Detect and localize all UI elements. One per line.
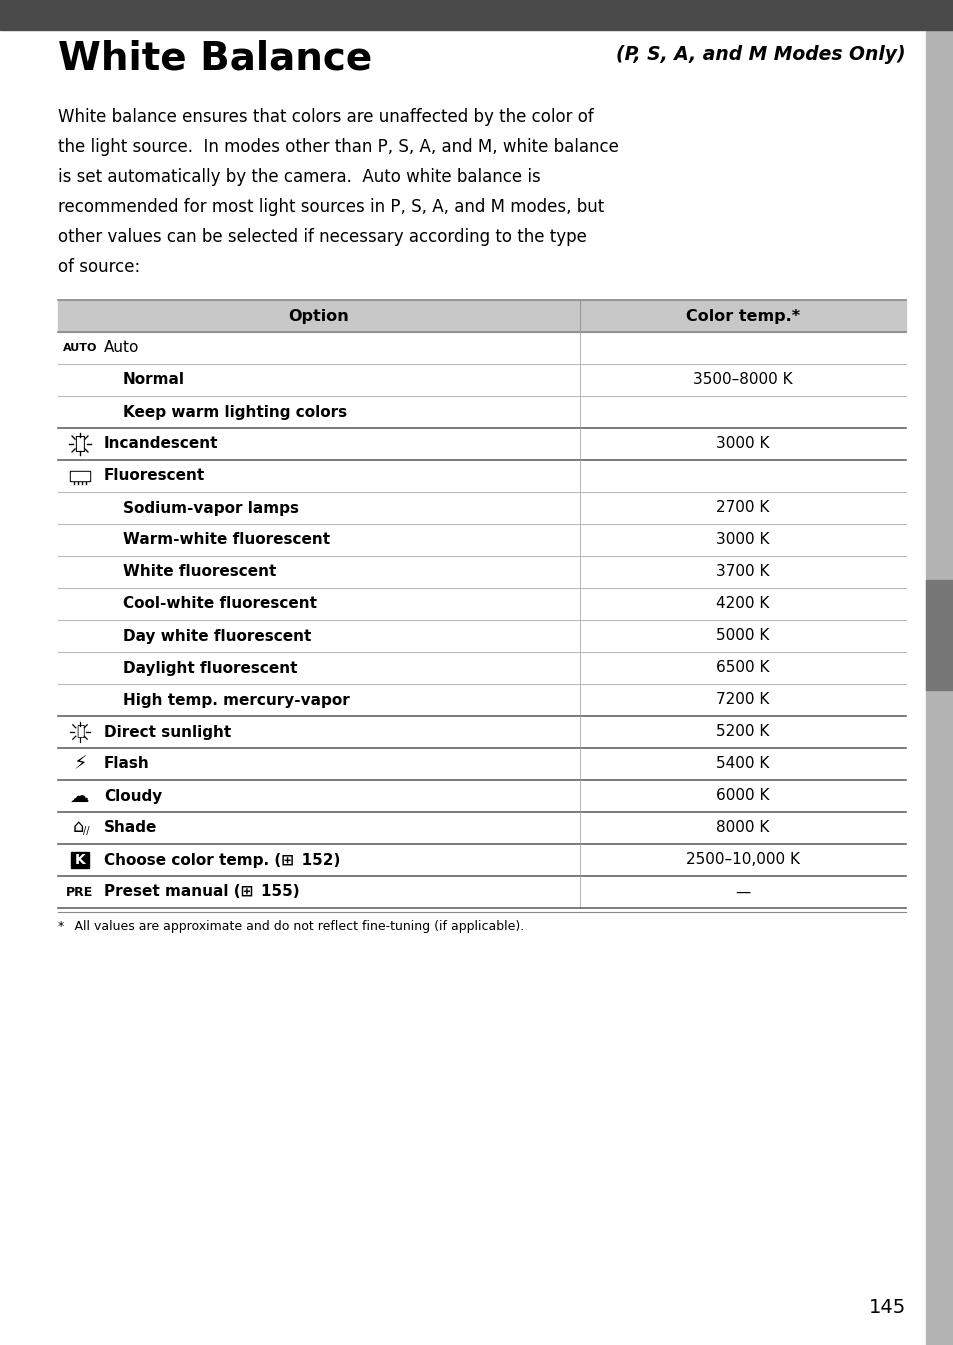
Text: Sodium-vapor lamps: Sodium-vapor lamps — [123, 500, 298, 515]
Text: Option: Option — [288, 308, 349, 324]
Text: ☉: ☉ — [74, 434, 85, 453]
Text: Shade: Shade — [104, 820, 157, 835]
Text: Day white fluorescent: Day white fluorescent — [123, 628, 311, 643]
Text: White fluorescent: White fluorescent — [123, 565, 276, 580]
Text: Cloudy: Cloudy — [104, 788, 162, 803]
Text: other values can be selected if necessary according to the type: other values can be selected if necessar… — [58, 229, 586, 246]
Text: 5000 K: 5000 K — [716, 628, 769, 643]
Text: 5400 K: 5400 K — [716, 756, 769, 772]
Text: —: — — [735, 885, 750, 900]
Text: is set automatically by the camera.  Auto white balance is: is set automatically by the camera. Auto… — [58, 168, 540, 186]
Text: 3700 K: 3700 K — [716, 565, 769, 580]
Text: High temp. mercury-vapor: High temp. mercury-vapor — [123, 693, 350, 707]
Text: 2500–10,000 K: 2500–10,000 K — [685, 853, 799, 868]
Bar — [71, 472, 89, 480]
Text: recommended for most light sources in P, S, A, and M modes, but: recommended for most light sources in P,… — [58, 198, 603, 217]
Text: AUTO: AUTO — [63, 343, 97, 352]
Bar — [0, 0, 953, 30]
Text: Choose color temp. (⊞ 152): Choose color temp. (⊞ 152) — [104, 853, 340, 868]
Text: Keep warm lighting colors: Keep warm lighting colors — [123, 405, 347, 420]
Text: //: // — [83, 826, 90, 837]
Text: 8000 K: 8000 K — [716, 820, 769, 835]
Text: 3000 K: 3000 K — [716, 533, 769, 547]
Bar — [58, 300, 905, 332]
Text: Warm-white fluorescent: Warm-white fluorescent — [123, 533, 330, 547]
Text: Incandescent: Incandescent — [104, 437, 218, 452]
Text: 3000 K: 3000 K — [716, 437, 769, 452]
Text: Daylight fluorescent: Daylight fluorescent — [123, 660, 297, 675]
Text: ⚡: ⚡ — [73, 755, 87, 773]
Text: 6500 K: 6500 K — [716, 660, 769, 675]
Text: 6000 K: 6000 K — [716, 788, 769, 803]
Bar — [70, 471, 90, 482]
Bar — [925, 580, 953, 690]
Text: 5200 K: 5200 K — [716, 725, 769, 740]
Text: *  All values are approximate and do not reflect fine-tuning (if applicable).: * All values are approximate and do not … — [58, 920, 524, 933]
Text: 145: 145 — [868, 1298, 905, 1317]
Text: White balance ensures that colors are unaffected by the color of: White balance ensures that colors are un… — [58, 108, 593, 126]
Bar — [71, 851, 89, 868]
Text: (P, S, A, and M Modes Only): (P, S, A, and M Modes Only) — [616, 44, 905, 65]
Text: Direct sunlight: Direct sunlight — [104, 725, 231, 740]
Text: 2700 K: 2700 K — [716, 500, 769, 515]
Text: ⌂: ⌂ — [72, 818, 84, 837]
Text: K: K — [74, 853, 85, 868]
Text: Auto: Auto — [104, 340, 139, 355]
Text: Cool-white fluorescent: Cool-white fluorescent — [123, 596, 316, 612]
Text: of source:: of source: — [58, 258, 140, 276]
Text: PRE: PRE — [67, 885, 93, 898]
Text: Flash: Flash — [104, 756, 150, 772]
Text: Color temp.*: Color temp.* — [685, 308, 799, 324]
Text: ☉: ☉ — [75, 724, 84, 738]
Text: 3500–8000 K: 3500–8000 K — [692, 373, 792, 387]
Text: ☁: ☁ — [71, 787, 90, 806]
Text: Fluorescent: Fluorescent — [104, 468, 205, 483]
Text: Preset manual (⊞ 155): Preset manual (⊞ 155) — [104, 885, 299, 900]
Bar — [925, 0, 953, 1345]
Text: Normal: Normal — [123, 373, 185, 387]
Text: 4200 K: 4200 K — [716, 596, 769, 612]
Text: 7200 K: 7200 K — [716, 693, 769, 707]
Text: White Balance: White Balance — [58, 40, 372, 78]
Text: the light source.  In modes other than P, S, A, and M, white balance: the light source. In modes other than P,… — [58, 139, 618, 156]
